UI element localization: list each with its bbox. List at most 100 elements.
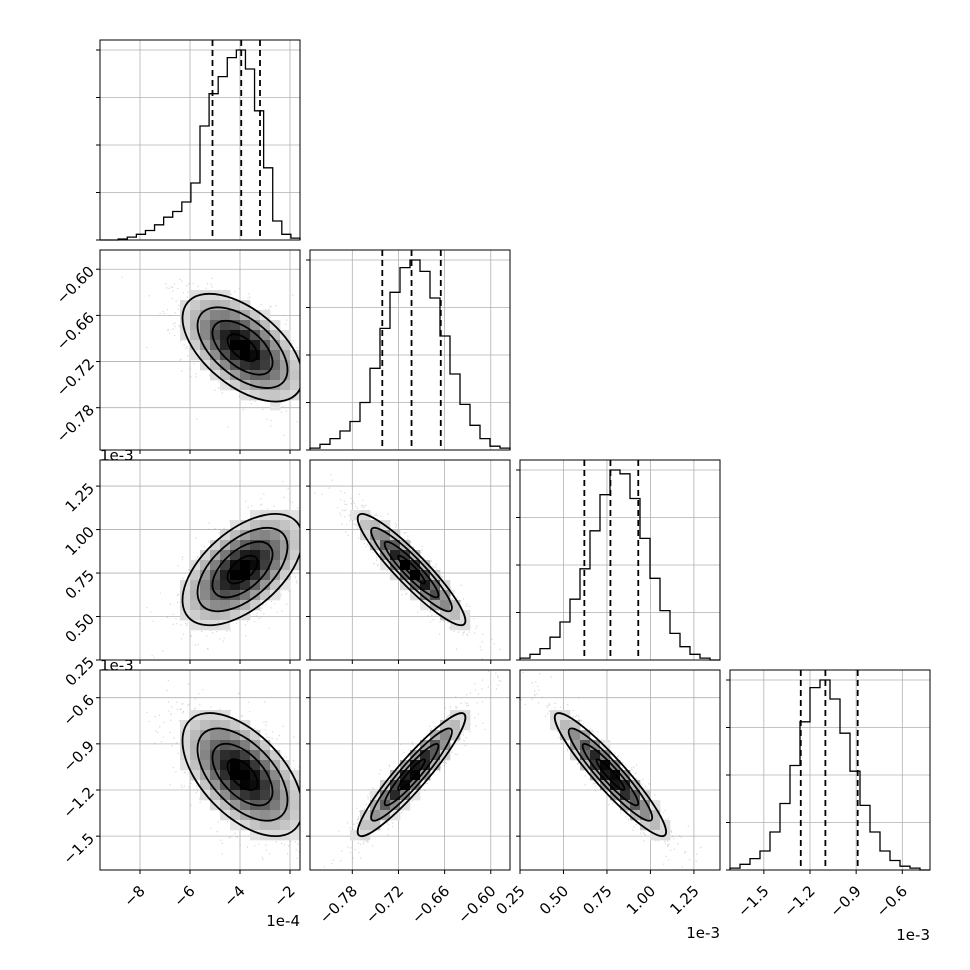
- density-cell-3-0: [190, 730, 201, 741]
- density-cell-3-0: [260, 770, 271, 781]
- density-cell-3-1: [370, 820, 381, 831]
- density-cell-3-2: [590, 750, 601, 761]
- contour-3-0-3: [181, 712, 300, 838]
- density-cell-3-0: [210, 710, 221, 721]
- density-cell-3-0: [250, 760, 261, 771]
- density-cell-1-0: [280, 390, 291, 401]
- density-cell-1-0: [190, 300, 201, 311]
- contour-3-0-2: [196, 727, 289, 822]
- density-cell-3-0: [200, 740, 211, 751]
- x-tick-label-0-2: −4: [220, 882, 248, 910]
- density-cell-2-1: [410, 580, 421, 591]
- density-cell-3-0: [250, 810, 261, 821]
- y-tick-label-2-2: 0.75: [62, 566, 98, 602]
- density-cell-1-0: [260, 330, 271, 341]
- density-cell-3-0: [260, 810, 271, 821]
- density-cell-3-2: [640, 800, 651, 811]
- contour-3-2-2: [567, 727, 654, 822]
- density-cell-1-0: [260, 380, 271, 391]
- density-cell-1-0: [210, 300, 221, 311]
- density-cell-3-0: [220, 790, 231, 801]
- density-cell-2-1: [380, 560, 391, 571]
- density-cell-3-0: [190, 760, 201, 771]
- density-cell-2-0: [270, 530, 281, 541]
- density-cell-2-0: [270, 510, 281, 521]
- density-cell-2-0: [250, 540, 261, 551]
- density-cell-2-1: [440, 600, 451, 611]
- density-cell-1-0: [190, 340, 201, 351]
- density-cell-2-0: [260, 530, 271, 541]
- density-cell-3-2: [640, 820, 651, 831]
- density-cell-2-0: [180, 590, 191, 601]
- pair-panel-1-0: [96, 249, 301, 454]
- density-cell-2-0: [270, 590, 281, 601]
- density-cell-3-1: [410, 790, 421, 801]
- density-cell-2-0: [200, 560, 211, 571]
- density-cell-2-0: [230, 610, 241, 621]
- density-cell-3-1: [450, 720, 461, 731]
- density-cell-1-0: [220, 360, 231, 371]
- contour-2-0-2: [196, 526, 289, 613]
- density-cell-2-0: [260, 590, 271, 601]
- density-cell-1-0: [260, 310, 271, 321]
- density-cell-3-0: [200, 780, 211, 791]
- density-cell-3-0: [200, 730, 211, 741]
- density-cell-2-0: [240, 590, 251, 601]
- x-tick-label-0-1: −6: [170, 882, 198, 910]
- density-cell-1-0: [230, 320, 241, 331]
- density-cell-3-0: [240, 820, 251, 831]
- density-cell-1-0: [190, 330, 201, 341]
- density-cell-2-1: [450, 610, 461, 621]
- density-cell-1-0: [250, 360, 261, 371]
- density-cell-3-0: [270, 750, 281, 761]
- x-tick-label-2-4: 1.25: [666, 882, 702, 918]
- density-cell-3-0: [270, 820, 281, 831]
- pair-panel-3-2: [516, 669, 721, 874]
- density-cell-1-0: [270, 400, 281, 411]
- density-cell-2-0: [210, 610, 221, 621]
- density-cell-3-0: [250, 730, 261, 741]
- x-tick-label-2-2: 0.75: [579, 882, 615, 918]
- density-cell-1-0: [240, 350, 251, 361]
- density-cell-2-1: [390, 550, 401, 561]
- density-cell-1-0: [220, 340, 231, 351]
- density-cell-3-0: [250, 820, 261, 831]
- density-cell-2-0: [280, 580, 291, 591]
- density-cell-3-0: [220, 730, 231, 741]
- density-cell-3-0: [230, 750, 241, 761]
- density-cell-2-0: [230, 530, 241, 541]
- density-cell-3-2: [610, 760, 621, 771]
- pair-frame-2-1: [309, 459, 511, 661]
- density-cell-1-0: [230, 380, 241, 391]
- density-cell-3-0: [210, 770, 221, 781]
- contour-2-0-3: [181, 513, 300, 627]
- density-cell-2-0: [290, 510, 300, 521]
- density-cell-1-0: [280, 330, 291, 341]
- density-cell-2-0: [180, 600, 191, 611]
- density-cell-1-0: [250, 340, 261, 351]
- x-tick-label-1-0: −0.78: [316, 882, 361, 927]
- density-cell-1-0: [180, 320, 191, 331]
- density-cell-1-0: [230, 300, 241, 311]
- density-cell-3-0: [290, 770, 300, 781]
- x-tick-label-0-3: −2: [270, 882, 298, 910]
- y-tick-label-2-0: 0.25: [62, 653, 98, 689]
- density-cell-2-0: [220, 530, 231, 541]
- density-cell-3-1: [410, 750, 421, 761]
- density-cell-2-0: [270, 550, 281, 561]
- density-cell-2-0: [210, 590, 221, 601]
- density-cell-2-0: [230, 520, 241, 531]
- density-cell-2-0: [270, 560, 281, 571]
- density-cell-3-0: [290, 790, 300, 801]
- density-cell-2-0: [250, 600, 261, 611]
- density-cell-2-0: [220, 600, 231, 611]
- density-cell-1-0: [220, 330, 231, 341]
- pair-panel-3-0: [96, 669, 301, 874]
- density-cell-2-0: [280, 570, 291, 581]
- density-cell-3-0: [200, 750, 211, 761]
- density-cell-3-2: [600, 760, 611, 771]
- density-cell-1-0: [250, 330, 261, 341]
- density-cell-1-0: [180, 310, 191, 321]
- density-cell-2-0: [280, 520, 291, 531]
- density-cell-2-1: [410, 560, 421, 571]
